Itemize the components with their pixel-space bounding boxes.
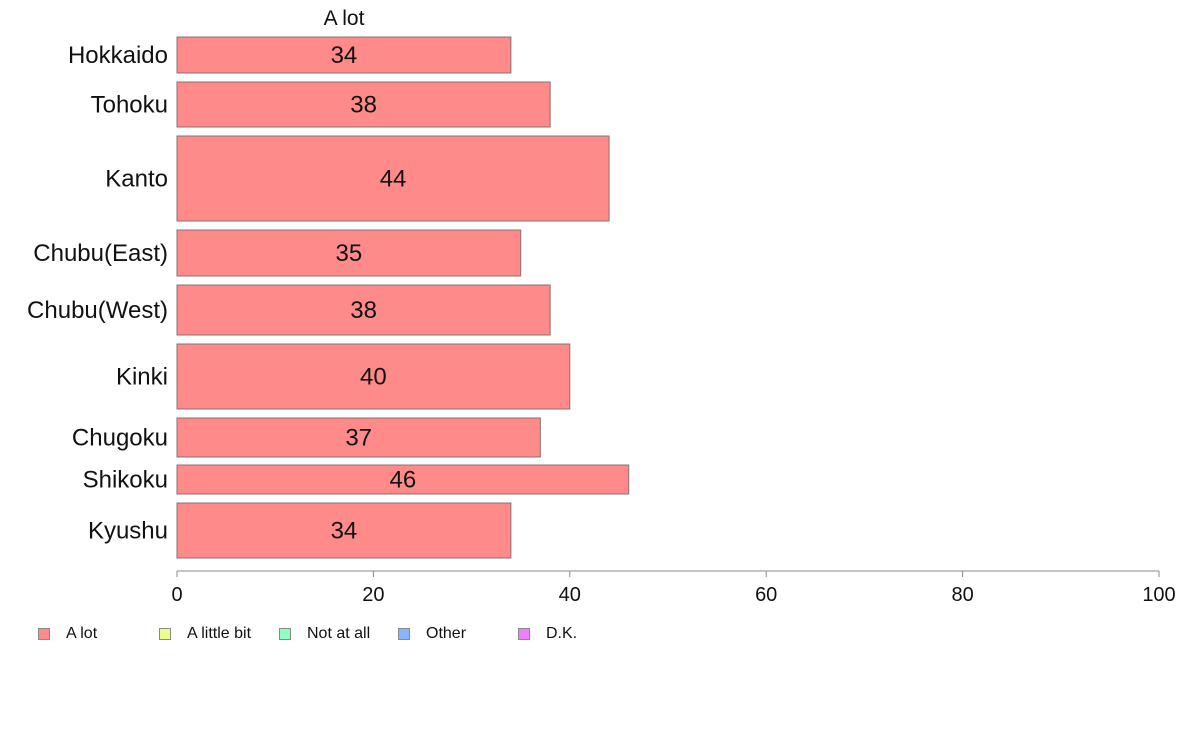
- legend-label: A lot: [66, 625, 98, 642]
- data-label: 38: [350, 92, 377, 119]
- data-label: 46: [390, 467, 417, 494]
- category-label: Kinki: [116, 364, 168, 391]
- x-tick-label: 0: [171, 584, 182, 606]
- category-label: Kyushu: [88, 518, 168, 545]
- data-label: 37: [345, 425, 372, 452]
- legend-swatch-not-at-all: [279, 628, 291, 640]
- data-label: 34: [331, 42, 358, 69]
- bars: Hokkaido 34 Tohoku 38 Kanto 44 Chubu(East) 35 Ch…: [27, 36, 630, 559]
- data-label: 44: [380, 166, 407, 193]
- legend-label: D.K.: [546, 625, 578, 642]
- x-axis: 0 20 40 60 80 100: [171, 570, 1176, 606]
- data-label: 38: [350, 297, 377, 324]
- chart-title: A lot: [324, 7, 365, 30]
- category-label: Hokkaido: [68, 42, 168, 69]
- data-label: 35: [335, 240, 362, 267]
- category-label: Chubu(East): [33, 240, 168, 267]
- category-label: Shikoku: [83, 467, 168, 494]
- legend-swatch-a-little-bit: [159, 628, 171, 640]
- legend-item-not-at-all: Not at all: [279, 624, 370, 644]
- legend-label: A little bit: [187, 625, 252, 642]
- x-tick-label: 80: [951, 584, 973, 606]
- legend-label: Other: [426, 625, 467, 642]
- bar: [176, 343, 571, 410]
- x-tick-label: 60: [755, 584, 777, 606]
- legend-item-a-lot: A lot: [38, 624, 97, 644]
- data-label: 40: [360, 364, 387, 391]
- legend-swatch-a-lot: [38, 628, 50, 640]
- legend-label: Not at all: [307, 625, 371, 642]
- bar: [176, 502, 512, 559]
- bar: [176, 284, 551, 336]
- bar: [176, 464, 630, 495]
- bar: [176, 135, 610, 222]
- bar: [176, 36, 512, 74]
- legend-item-dk: D.K.: [518, 624, 577, 644]
- category-label: Tohoku: [91, 92, 168, 119]
- legend-swatch-dk: [518, 628, 530, 640]
- category-label: Kanto: [105, 166, 168, 193]
- category-label: Chubu(West): [27, 297, 168, 324]
- legend-item-other: Other: [398, 624, 466, 644]
- bar: [176, 81, 551, 128]
- bar: [176, 417, 541, 458]
- legend-item-a-little-bit: A little bit: [159, 624, 251, 644]
- data-label: 34: [331, 518, 358, 545]
- x-tick-label: 20: [362, 584, 384, 606]
- category-label: Chugoku: [72, 425, 168, 452]
- legend-swatch-other: [398, 628, 410, 640]
- x-tick-label: 40: [559, 584, 581, 606]
- x-tick-label: 100: [1142, 584, 1175, 606]
- bar: [176, 229, 522, 277]
